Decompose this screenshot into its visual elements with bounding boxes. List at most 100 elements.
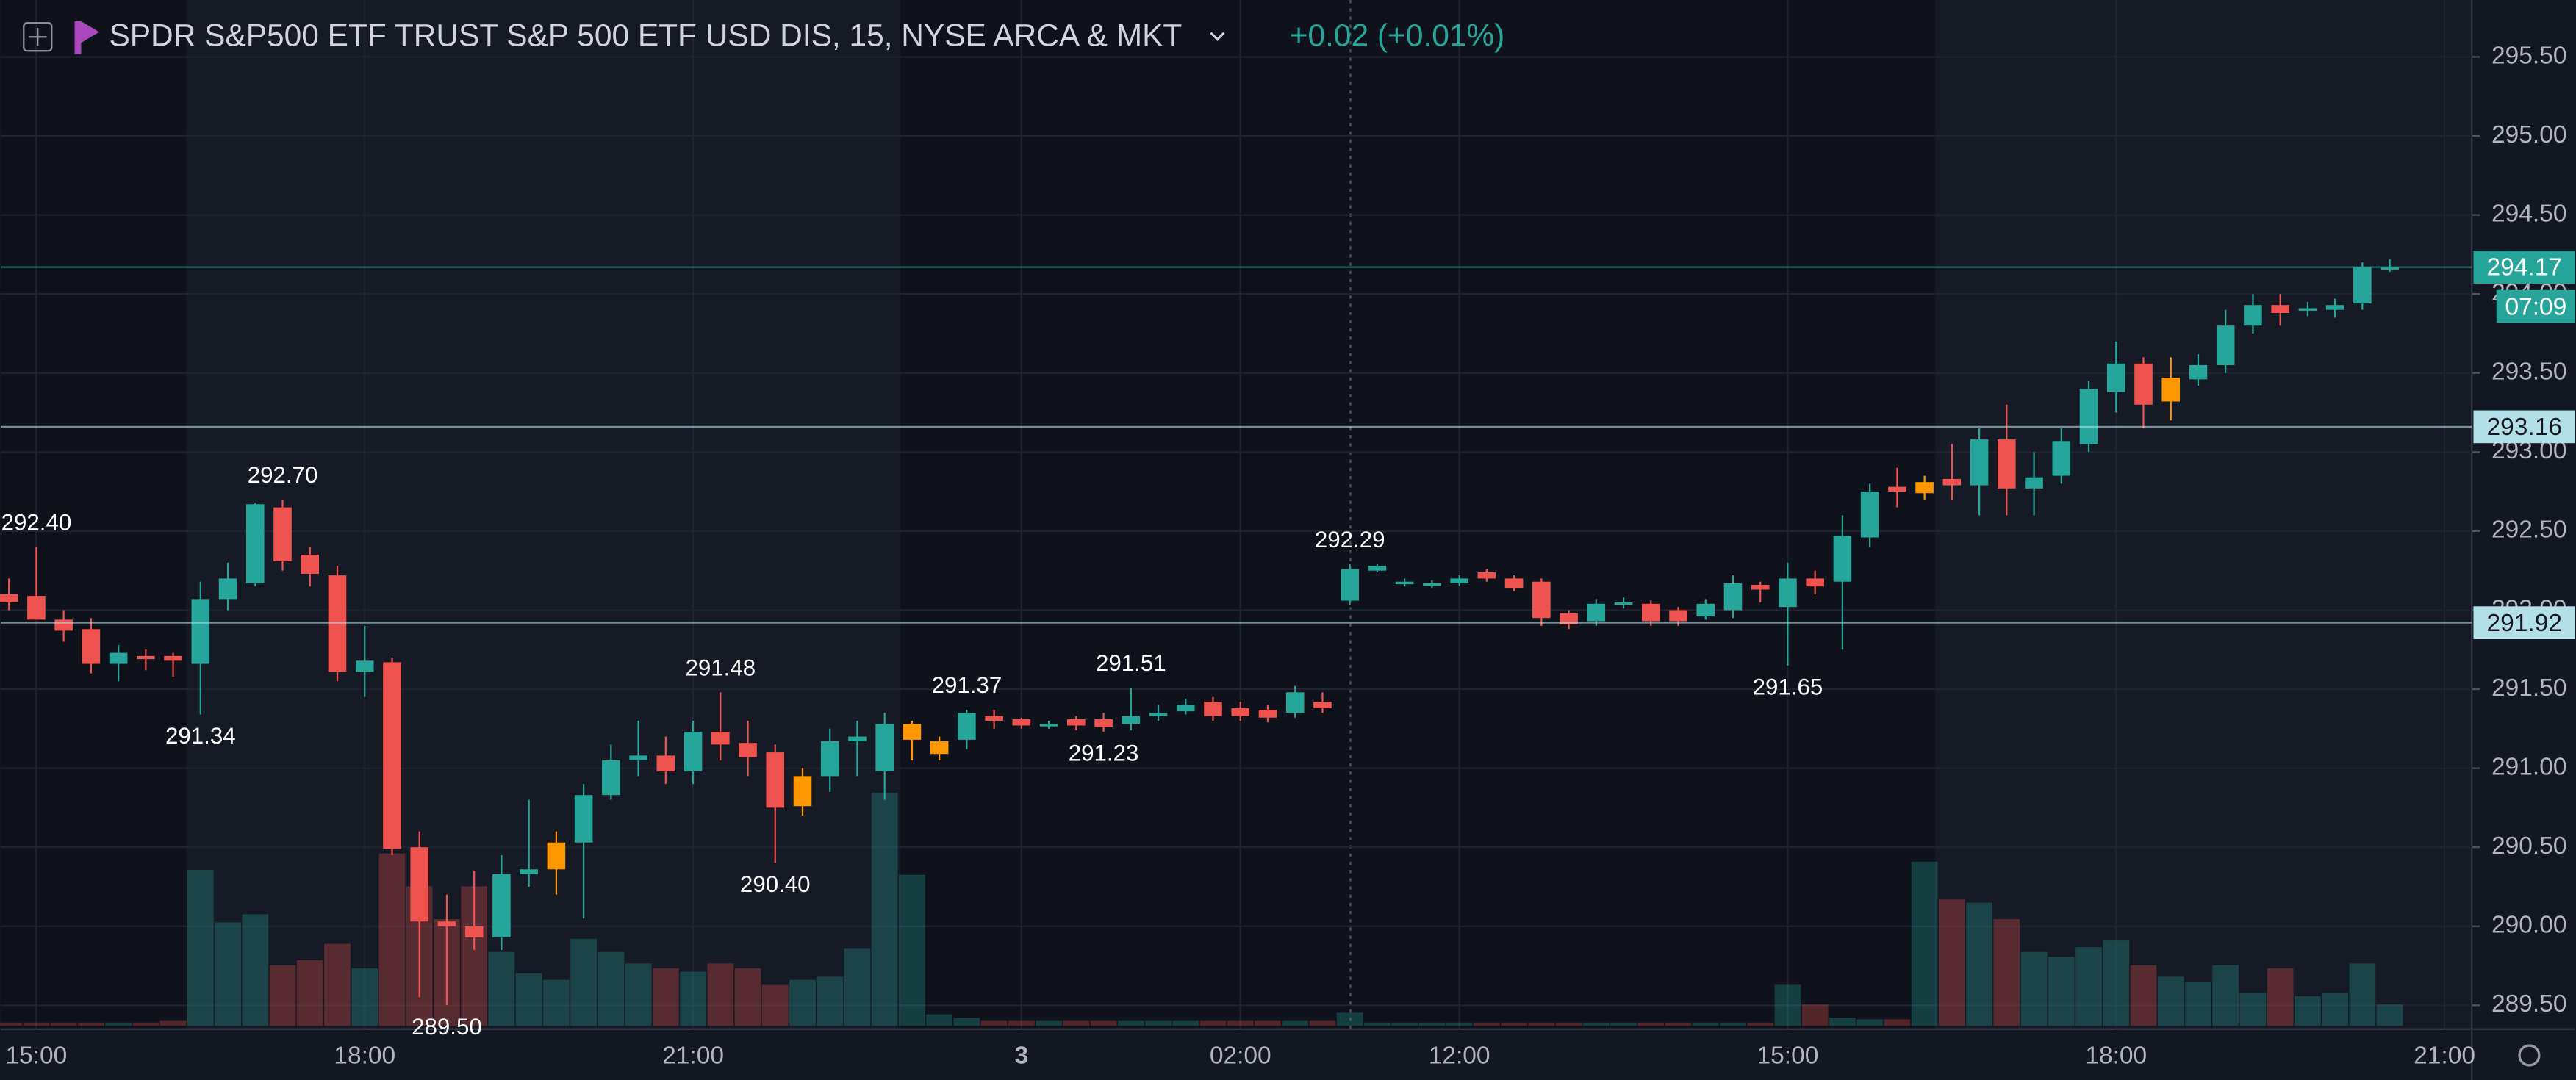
candle-body xyxy=(1614,602,1633,605)
candle-body xyxy=(574,795,593,843)
volume-bar xyxy=(2349,963,2376,1026)
candle-body xyxy=(1723,583,1743,611)
volume-bar xyxy=(50,1022,77,1026)
price-change: +0.02 (+0.01%) xyxy=(1290,18,1505,53)
candle-body xyxy=(2325,305,2344,310)
extreme-label: 292.29 xyxy=(1315,527,1385,552)
candle-body xyxy=(2271,305,2289,313)
extreme-label: 291.23 xyxy=(1069,741,1139,766)
candle-body xyxy=(437,921,456,926)
volume-bar xyxy=(324,943,351,1026)
overlay: 292.40 292.70 291.34 291.48 290.40 291.37 291.… xyxy=(1,266,2472,1040)
candle-body xyxy=(1587,603,1606,622)
volume-bar xyxy=(1610,1022,1637,1026)
candle-body xyxy=(766,752,785,808)
volume-bar xyxy=(789,979,816,1026)
candle-body xyxy=(1477,572,1496,579)
candle-body xyxy=(1122,716,1141,724)
candle-body xyxy=(1779,578,1797,608)
volume-bar xyxy=(1884,1019,1911,1026)
extreme-label: 292.70 xyxy=(248,462,318,488)
price-label-box xyxy=(2473,606,2575,640)
volume-bar xyxy=(2295,996,2321,1026)
volume-bar xyxy=(1692,1022,1719,1026)
y-tick-label: 295.50 xyxy=(2491,42,2566,69)
settings-button[interactable] xyxy=(2518,1044,2541,1067)
volume-bar xyxy=(1199,1020,1227,1026)
volume-bar xyxy=(1582,1022,1610,1026)
candle-body xyxy=(1341,569,1359,601)
extreme-label: 289.50 xyxy=(412,1014,482,1040)
volume-bar xyxy=(132,1022,159,1026)
candle-body xyxy=(1833,536,1852,582)
volume-bar xyxy=(1145,1020,1172,1026)
price-label-box xyxy=(2473,410,2575,444)
price-label: 291.92 xyxy=(2486,610,2561,637)
volume-bar xyxy=(1665,1022,1692,1026)
session-shade xyxy=(186,0,901,1029)
volume-bar xyxy=(817,976,844,1026)
candle-body xyxy=(410,847,428,922)
price-label-box xyxy=(2473,251,2575,284)
candle-body xyxy=(54,619,73,631)
volume-bar xyxy=(1555,1022,1582,1026)
candle-body xyxy=(1696,603,1715,617)
volume-bar xyxy=(652,968,679,1026)
candle-body xyxy=(1450,578,1468,583)
candle-body xyxy=(27,596,46,620)
volume-bar xyxy=(2267,968,2294,1026)
volume-bar xyxy=(159,1020,187,1026)
candle-body xyxy=(1258,709,1277,718)
extreme-label: 291.37 xyxy=(932,672,1002,698)
candles xyxy=(0,259,2399,1006)
volume-bar xyxy=(1090,1020,1117,1026)
countdown-box xyxy=(2496,289,2575,323)
candle-body xyxy=(137,655,155,660)
candle-body xyxy=(164,655,182,661)
candle-body xyxy=(711,732,730,745)
volume-bar xyxy=(242,914,269,1026)
countdown: 07:09 xyxy=(2505,293,2566,320)
symbol-title[interactable]: SPDR S&P500 ETF TRUST S&P 500 ETF USD DI… xyxy=(109,18,1182,53)
candle-body xyxy=(1560,613,1578,624)
candle-body xyxy=(1176,705,1195,712)
grid xyxy=(1,0,2480,1029)
y-tick-label: 291.50 xyxy=(2491,674,2566,702)
candle-body xyxy=(1998,439,2016,489)
volume-bar xyxy=(2130,965,2157,1026)
candle-body xyxy=(656,755,675,771)
volume-bar xyxy=(2322,993,2349,1026)
candle-body xyxy=(629,755,647,760)
candle-body xyxy=(2216,325,2235,365)
candle-body xyxy=(383,662,401,849)
volume-bar xyxy=(2157,976,2184,1026)
x-tick-label: 15:00 xyxy=(1757,1043,1819,1070)
candle-body xyxy=(1504,578,1524,588)
candle-body xyxy=(547,842,566,870)
volume-bar xyxy=(0,1022,23,1026)
y-tick-label: 291.00 xyxy=(2491,753,2566,780)
volume-bar xyxy=(1364,1022,1391,1026)
candle-body xyxy=(355,660,374,672)
volume-bar xyxy=(680,971,706,1026)
volume-bar xyxy=(1856,1019,1884,1026)
volume-bar xyxy=(1801,1004,1829,1026)
volume-bar xyxy=(1172,1020,1199,1026)
volume-bar xyxy=(1720,1022,1746,1026)
x-tick-label: 18:00 xyxy=(2085,1043,2147,1070)
add-button[interactable] xyxy=(23,22,53,52)
x-tick-label: 3 xyxy=(1015,1043,1029,1070)
candle-body xyxy=(2353,267,2372,304)
candle-body xyxy=(1204,702,1222,716)
volume-bar xyxy=(2075,947,2102,1026)
add-icon xyxy=(28,27,47,46)
volume-bar xyxy=(2376,1004,2403,1026)
volume-bar xyxy=(598,951,625,1026)
symbol-flag xyxy=(74,21,100,54)
session-shade xyxy=(1934,0,2472,1029)
candle-body xyxy=(2381,267,2399,270)
candle-body xyxy=(1094,719,1113,727)
dropdown-caret[interactable] xyxy=(1210,32,1225,41)
